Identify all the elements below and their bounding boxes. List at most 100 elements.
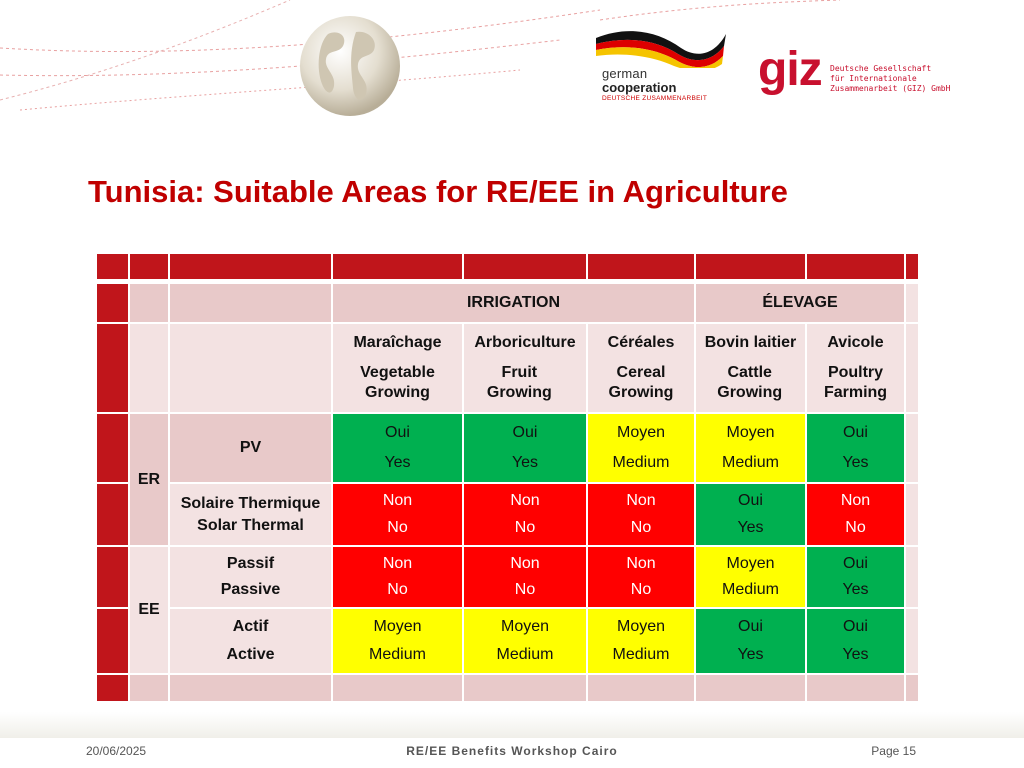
header-band-cell [463,253,587,280]
column-header-text: Maraîchage Vegetable Growing [353,333,443,403]
header-band-cell [96,253,129,280]
row-label-2: Active [226,646,275,663]
row-label: Passif Passive [169,546,332,608]
suitability-fr: Oui [843,618,868,635]
empty-header-cell [169,323,332,413]
german-logo-line2: cooperation [602,80,677,95]
column-label-en: Fruit Growing [486,364,552,401]
column-header: Céréales Cereal Growing [587,323,695,413]
column-header-text: Bovin laitier Cattle Growing [705,333,797,403]
suitability-fr: Oui [738,618,763,635]
side-band-cell [96,413,129,483]
suitability-cell: Moyen Medium [587,608,695,674]
suitability-fr: Non [382,555,413,572]
footer-table-cell [806,674,905,702]
suitability-en: Medium [612,646,670,663]
side-band-cell [96,323,129,413]
header-band-cell [332,253,463,280]
suitability-en: Yes [842,454,869,471]
column-label-fr: Avicole [827,334,884,351]
header-band-cell [695,253,806,280]
suitability-cell: Moyen Medium [695,413,806,483]
suitability-en: Yes [511,454,539,471]
header-band-cell [806,253,905,280]
column-label-en: Cereal Growing [608,364,674,401]
column-header: Bovin laitier Cattle Growing [695,323,806,413]
row-label-2: Solar Thermal [197,516,304,534]
side-band-cell [96,674,129,702]
suitability-en: Medium [722,581,779,598]
suitability-fr: Oui [738,492,763,510]
suitability-cell: Non No [463,546,587,608]
suitability-cell: Non No [587,546,695,608]
suitability-cell: Non No [806,483,905,546]
suitability-cell: Oui Yes [332,413,463,483]
section-ee: EE [129,546,169,674]
footer-band [0,712,1024,738]
header-band-cell [905,253,919,280]
giz-logo-line: für Internationale [830,74,917,83]
suitability-en: Medium [722,454,779,471]
footer-table-cell [587,674,695,702]
giz-logo-line: Zusammenarbeit (GIZ) GmbH [830,84,951,93]
footer-table-cell [332,674,463,702]
row-label-text: Passif Passive [221,547,281,607]
footer-table-cell [905,674,919,702]
suitability-cell: Non No [463,483,587,546]
row-label: PV [169,413,332,483]
suitability-fr: Oui [512,424,538,441]
suitability-en: Medium [496,646,554,663]
edge-cell [905,546,919,608]
suitability-text: Non No [626,484,655,545]
row-label-text: PV [240,414,261,482]
column-header-text: Arboriculture Fruit Growing [474,333,575,403]
suitability-cell: Oui Yes [806,608,905,674]
suitability-cell: Oui Yes [806,546,905,608]
suitability-text: Oui Yes [842,547,868,607]
suitability-en: Yes [384,454,411,471]
header-band-cell [587,253,695,280]
suitability-cell: Non No [587,483,695,546]
suitability-cell: Moyen Medium [695,546,806,608]
slide-title: Tunisia: Suitable Areas for RE/EE in Agr… [88,174,788,209]
section-label: ER [137,470,161,488]
german-logo-line3: DEUTSCHE ZUSAMMENARBEIT [602,95,708,102]
row-label-1: Passif [226,555,275,572]
suitability-text: Non No [510,547,539,607]
giz-logo-line: Deutsche Gesellschaft [830,64,932,73]
edge-cell [905,323,919,413]
giz-logo-text: Deutsche Gesellschaft für Internationale… [830,64,950,94]
side-band-cell [96,546,129,608]
suitability-fr: Moyen [373,618,422,635]
row-label-1: Solaire Thermique [180,494,321,512]
suitability-text: Oui Yes [842,609,868,673]
suitability-cell: Oui Yes [806,413,905,483]
empty-header-cell [129,283,169,323]
suitability-cell: Oui Yes [695,483,806,546]
suitability-text: Moyen Medium [613,609,670,673]
suitability-en: Yes [842,646,869,663]
group-label: IRRIGATION [466,294,561,311]
empty-header-cell [129,323,169,413]
suitability-en: No [630,581,652,598]
suitability-text: Moyen Medium [497,609,554,673]
suitability-en: Yes [737,646,764,663]
suitability-en: No [514,518,536,536]
column-header-text: Avicole Poultry Farming [811,333,901,403]
column-label-en: Cattle Growing [717,364,783,401]
suitability-en: No [387,518,408,536]
column-header: Arboriculture Fruit Growing [463,323,587,413]
suitability-text: Non No [841,484,870,545]
suitability-fr: Moyen [616,424,666,441]
suitability-cell: Moyen Medium [587,413,695,483]
suitability-text: Oui Yes [737,484,763,545]
suitability-en: No [514,581,536,598]
side-band-cell [96,283,129,323]
header-band-cell [129,253,169,280]
suitability-en: No [845,518,866,536]
globe-icon [300,16,400,116]
suitability-fr: Moyen [726,424,775,441]
row-label-1: Actif [232,618,269,635]
suitability-cell: Oui Yes [463,413,587,483]
header-band-cell [169,253,332,280]
